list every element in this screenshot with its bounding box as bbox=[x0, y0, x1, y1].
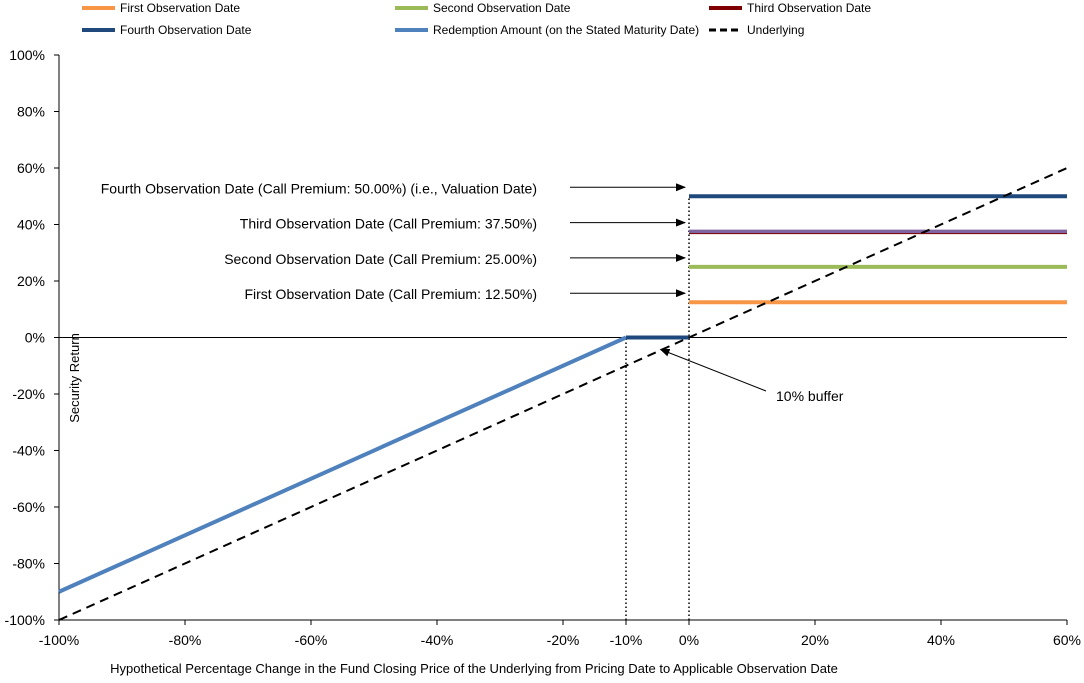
annotation-label: Third Observation Date (Call Premium: 37… bbox=[240, 216, 537, 232]
x-tick-label: -20% bbox=[547, 632, 580, 648]
y-tick-label: 60% bbox=[17, 160, 45, 176]
legend-label: Underlying bbox=[747, 23, 804, 37]
legend-label: Fourth Observation Date bbox=[120, 23, 252, 37]
x-tick-label: 60% bbox=[1053, 632, 1081, 648]
legend-label: Third Observation Date bbox=[747, 1, 871, 15]
x-axis-title: Hypothetical Percentage Change in the Fu… bbox=[110, 661, 838, 676]
y-tick-label: 40% bbox=[17, 217, 45, 233]
y-tick-label: -20% bbox=[12, 386, 45, 402]
annotation-label: First Observation Date (Call Premium: 12… bbox=[244, 286, 537, 302]
annotation-label: Second Observation Date (Call Premium: 2… bbox=[224, 251, 537, 267]
x-tick-label: -60% bbox=[295, 632, 328, 648]
annotation-arrow bbox=[659, 348, 767, 392]
y-tick-label: 20% bbox=[17, 273, 45, 289]
legend: First Observation Date Second Observation… bbox=[82, 1, 871, 37]
x-tick-label: 0% bbox=[679, 632, 699, 648]
y-tick-label: -100% bbox=[5, 612, 45, 628]
y-axis-ticks: 100% 80% 60% 40% 20% 0% -20% -40% -60% -80% -100% bbox=[5, 47, 59, 628]
y-tick-label: 80% bbox=[17, 104, 45, 120]
x-tick-label: 20% bbox=[801, 632, 829, 648]
annotation-label: Fourth Observation Date (Call Premium: 5… bbox=[101, 180, 537, 196]
series-line bbox=[58, 167, 1068, 621]
annotations: Fourth Observation Date (Call Premium: 5… bbox=[101, 180, 844, 404]
x-tick-label: 40% bbox=[927, 632, 955, 648]
series-line bbox=[58, 335, 627, 594]
y-axis-title: Security Return bbox=[67, 333, 82, 423]
legend-label: Second Observation Date bbox=[433, 1, 571, 15]
annotation-label: 10% buffer bbox=[776, 388, 844, 404]
x-tick-label: -10% bbox=[610, 632, 643, 648]
y-tick-label: -40% bbox=[12, 443, 45, 459]
x-tick-label: -100% bbox=[39, 632, 79, 648]
legend-label: Redemption Amount (on the Stated Maturit… bbox=[433, 23, 699, 37]
y-tick-label: -80% bbox=[12, 556, 45, 572]
y-tick-label: 100% bbox=[9, 47, 45, 63]
x-tick-label: -40% bbox=[421, 632, 454, 648]
x-axis-ticks: -100% -80% -60% -40% -20% -10% 0% 20% 40% 60% bbox=[39, 620, 1081, 648]
legend-label: First Observation Date bbox=[120, 1, 240, 15]
y-tick-label: 0% bbox=[25, 330, 45, 346]
x-tick-label: -80% bbox=[169, 632, 202, 648]
plot-area bbox=[58, 55, 1068, 621]
y-tick-label: -60% bbox=[12, 499, 45, 515]
